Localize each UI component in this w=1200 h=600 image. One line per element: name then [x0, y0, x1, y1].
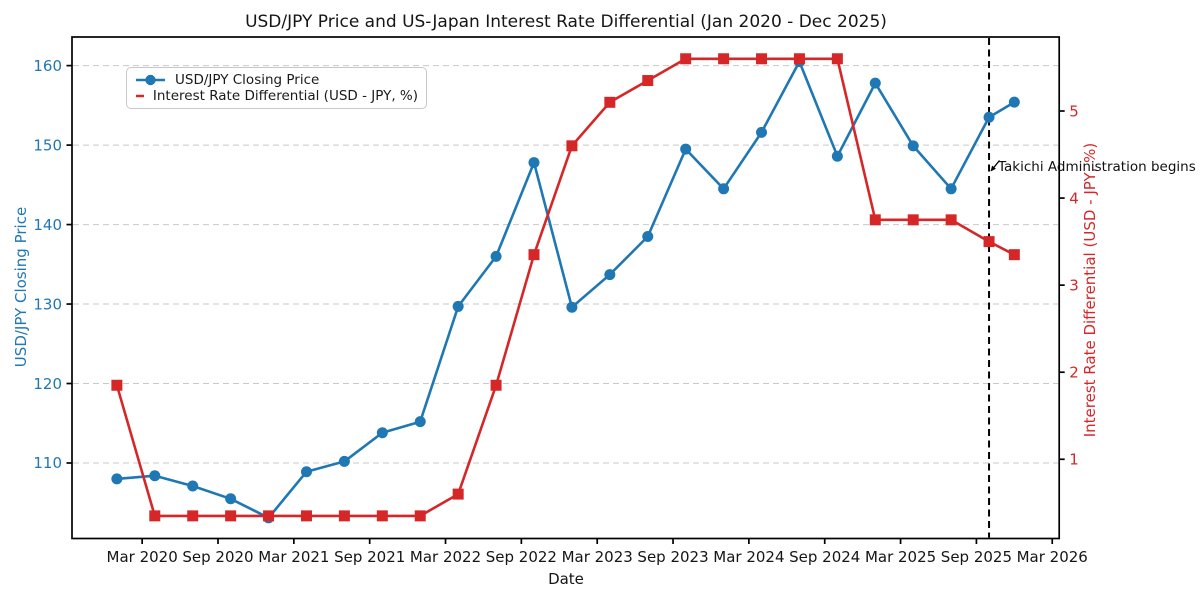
- data-point: [907, 140, 919, 152]
- data-point: [111, 379, 123, 391]
- y-tick-label-left: 140: [33, 216, 62, 234]
- data-point: [566, 140, 578, 152]
- data-point: [718, 53, 730, 65]
- legend-label: USD/JPY Closing Price: [175, 72, 320, 88]
- y-tick-label-right: 2: [1069, 363, 1079, 381]
- x-tick-label: Mar 2020: [107, 548, 178, 566]
- axes-spines: [71, 36, 1061, 540]
- x-tick-label: Mar 2022: [410, 548, 481, 566]
- data-point: [414, 416, 426, 428]
- data-point: [566, 301, 578, 313]
- chart-title: USD/JPY Price and US-Japan Interest Rate…: [245, 12, 887, 32]
- data-point: [680, 53, 692, 65]
- data-point: [338, 455, 350, 467]
- data-point: [376, 427, 388, 439]
- y-axis-label-right: Interest Rate Differential (USD - JPY, %…: [1081, 142, 1099, 438]
- data-point: [187, 510, 199, 522]
- x-tick-label: Mar 2024: [713, 548, 784, 566]
- gridlines: [73, 65, 1059, 464]
- legend-label: Interest Rate Differential (USD - JPY, %…: [152, 88, 418, 104]
- x-tick-label: Mar 2021: [258, 548, 329, 566]
- data-point: [490, 250, 502, 262]
- y-tick-label-left: 150: [33, 136, 62, 154]
- x-tick-label: Sep 2021: [334, 548, 405, 566]
- data-point: [149, 510, 161, 522]
- data-point: [1008, 96, 1020, 108]
- data-point: [945, 183, 957, 195]
- data-point: [528, 249, 540, 261]
- x-tick-label: Sep 2022: [486, 548, 557, 566]
- x-tick-label: Mar 2023: [562, 548, 633, 566]
- annotation-arrow: [990, 160, 1001, 172]
- x-tick-label: Mar 2026: [1017, 548, 1088, 566]
- data-point: [869, 77, 881, 89]
- data-point: [414, 510, 426, 522]
- y-tick-label-left: 160: [33, 57, 62, 75]
- data-point: [756, 126, 768, 138]
- data-point: [452, 488, 464, 500]
- data-point: [869, 214, 881, 226]
- y-tick-label-right: 1: [1069, 451, 1079, 469]
- data-point: [983, 236, 995, 248]
- y-tick-label-right: 5: [1069, 102, 1079, 120]
- data-point: [604, 269, 616, 281]
- data-point: [680, 143, 692, 155]
- data-point: [225, 510, 237, 522]
- data-point: [338, 510, 350, 522]
- y-tick-label-left: 130: [33, 295, 62, 313]
- legend: USD/JPY Closing Price Interest Rate Diff…: [126, 67, 427, 109]
- legend-line-square-swatch: [136, 94, 144, 98]
- data-point: [604, 96, 616, 108]
- x-tick-label: Sep 2025: [941, 548, 1012, 566]
- x-tick-label: Sep 2020: [182, 548, 253, 566]
- series-rate-differential: [111, 53, 1020, 522]
- data-point: [642, 230, 654, 242]
- data-point: [983, 111, 995, 123]
- data-point: [1008, 249, 1020, 261]
- y-tick-label-left: 110: [33, 454, 62, 472]
- data-point: [490, 379, 502, 391]
- x-tick-label: Sep 2023: [637, 548, 708, 566]
- data-point: [793, 53, 805, 65]
- data-point: [225, 493, 237, 505]
- data-point: [528, 157, 540, 169]
- data-point: [187, 480, 199, 492]
- legend-item-rate: Interest Rate Differential (USD - JPY, %…: [135, 88, 418, 104]
- data-point: [376, 510, 388, 522]
- series-line: [116, 60, 1015, 520]
- data-point: [831, 53, 843, 65]
- series-usdjpy: [111, 56, 1020, 524]
- x-tick-label: Mar 2025: [865, 548, 936, 566]
- y-tick-label-right: 3: [1069, 276, 1079, 294]
- legend-line-circle-swatch: [136, 74, 165, 86]
- data-point: [642, 75, 654, 87]
- y-axis-label-left: USD/JPY Closing Price: [12, 206, 30, 368]
- data-point: [263, 510, 275, 522]
- data-point: [756, 53, 768, 65]
- x-axis-label: Date: [548, 570, 584, 588]
- data-point: [300, 466, 312, 478]
- data-point: [907, 214, 919, 226]
- legend-item-price: USD/JPY Closing Price: [135, 72, 418, 88]
- axis-ticks: 110 120 130 140 150 160 1 2 3 4 5 Mar 2020 Sep 2020 M…: [33, 57, 1088, 566]
- data-point: [718, 183, 730, 195]
- x-tick-label: Sep 2024: [789, 548, 860, 566]
- data-point: [452, 300, 464, 312]
- y-tick-label-right: 4: [1069, 189, 1079, 207]
- data-point: [300, 510, 312, 522]
- data-point: [945, 214, 957, 226]
- annotation-takichi-administration: Takichi Administration begins: [998, 159, 1196, 175]
- data-point: [831, 150, 843, 162]
- y-tick-label-left: 120: [33, 375, 62, 393]
- data-point: [111, 473, 123, 485]
- data-point: [149, 470, 161, 482]
